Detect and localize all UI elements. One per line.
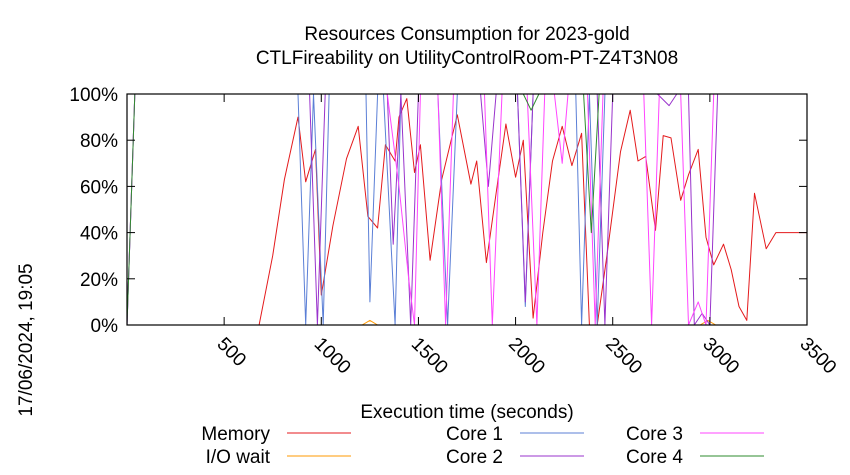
- x-tick-label: 2000: [504, 334, 549, 379]
- chart-subtitle: CTLFireability on UtilityControlRoom-PT-…: [256, 48, 678, 69]
- x-tick-label: 1000: [310, 334, 355, 379]
- series-layer: [126, 93, 807, 326]
- x-tick-label: 2500: [601, 334, 646, 379]
- legend-label: Core 4: [626, 447, 683, 468]
- legend-label: Core 1: [446, 424, 503, 445]
- axes-layer: 0% 20% 40% 60% 80% 100% 500 1000 1500 2000 2500 300…: [69, 85, 840, 378]
- y-tick-label: 0%: [91, 316, 119, 337]
- legend-label: Memory: [201, 424, 270, 445]
- series-line-2: [126, 93, 807, 326]
- y-tick-label: 40%: [80, 224, 118, 245]
- y-tick-label: 100%: [69, 85, 118, 106]
- legend-label: I/O wait: [206, 447, 271, 468]
- x-axis-label: Execution time (seconds): [360, 402, 573, 423]
- series-line-5: [126, 93, 807, 326]
- x-tick-label: 1500: [407, 334, 452, 379]
- y-tick-label: 60%: [80, 177, 118, 198]
- x-tick-label: 500: [213, 334, 250, 371]
- plot-frame: [126, 93, 808, 326]
- y-tick-label: 80%: [80, 131, 118, 152]
- series-line-4: [126, 93, 807, 326]
- y-tick-label: 20%: [80, 270, 118, 291]
- x-tick-label: 3000: [698, 334, 743, 379]
- series-line-0: [127, 98, 807, 326]
- legend-label: Core 3: [626, 424, 683, 445]
- chart-title: Resources Consumption for 2023-gold: [304, 24, 629, 45]
- series-line-3: [126, 93, 807, 326]
- legend-label: Core 2: [446, 447, 503, 468]
- x-tick-label: 3500: [795, 334, 840, 379]
- side-timestamp-label: 17/06/2024, 19:05: [16, 263, 37, 416]
